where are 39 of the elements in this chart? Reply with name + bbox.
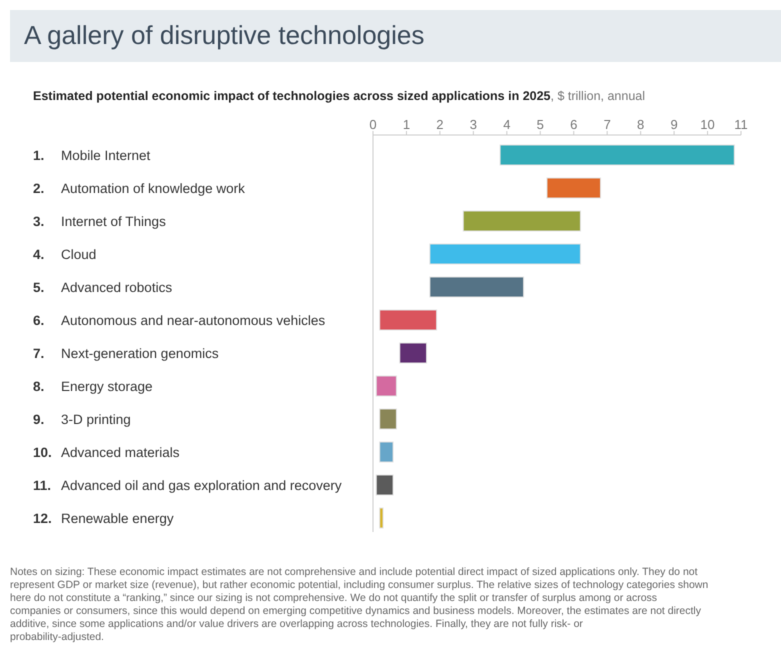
y-tick-label: 11. Advanced oil and gas exploration and recovery	[33, 478, 342, 493]
bar	[399, 342, 428, 364]
y-tick-label: 10. Advanced materials	[33, 445, 180, 460]
x-tick-label: 5	[536, 117, 544, 132]
chart-title: A gallery of disruptive technologies	[24, 20, 424, 50]
bar	[379, 508, 384, 528]
x-tick-label: 0	[369, 117, 377, 132]
x-tick-label: 3	[470, 117, 477, 132]
bar	[376, 376, 397, 396]
y-tick-label: 12. Renewable energy	[33, 511, 174, 526]
x-tick-label: 7	[604, 117, 611, 132]
x-tick-label: 11	[734, 117, 748, 132]
category-label: 8. Energy storage	[33, 379, 153, 394]
category-label: 4. Cloud	[33, 247, 96, 262]
chart-subtitle: Estimated potential economic impact of technologies across sized applications in 2025, $ trillion, annual	[33, 89, 646, 103]
category-label: 7. Next-generation genomics	[33, 346, 219, 361]
x-tick-label: 2	[436, 117, 444, 132]
category-label: 1. Mobile Internet	[33, 148, 150, 163]
bar	[379, 442, 394, 462]
x-tick-label: 10	[700, 117, 715, 132]
x-tick-label: 9	[670, 117, 678, 132]
bar	[379, 310, 438, 330]
bar	[379, 408, 397, 430]
bar	[462, 210, 581, 232]
category-label: 3. Internet of Things	[33, 214, 166, 229]
x-tick-label: 8	[637, 117, 644, 132]
x-tick-label: 1	[402, 117, 410, 132]
bar	[376, 474, 394, 496]
category-label: 2. Automation of knowledge work	[33, 181, 245, 196]
category-label: 6. Autonomous and near-autonomous vehicles	[33, 313, 326, 328]
category-label: 9. 3-D printing	[33, 412, 131, 427]
bar	[429, 244, 581, 264]
x-tick-label: 4	[503, 117, 510, 132]
x-tick-label: 6	[570, 117, 578, 132]
bar	[546, 178, 601, 198]
category-label: 5. Advanced robotics	[33, 280, 172, 295]
bar	[500, 144, 735, 166]
bar	[429, 276, 524, 298]
text: Notes on sizing: These economic impact estimates are not comprehensive and include potential direct impact of sized applications only. They do not represent GDP or market size (revenue), but rather economic potential, including consumer surplus. The relative sizes of technology categories shown here do not constitute a “ranking,” since our sizing is not comprehensive. We do not quantify the split or transfer of surplus among or across companies or consumers, since this would depend on emerging competitive dynamics and business models. Moreover, the estimates are not directly additive, since some applications and/or value drivers are overlapping across technologies. Finally, they are not fully risk- or probability-adjusted.	[10, 566, 708, 643]
